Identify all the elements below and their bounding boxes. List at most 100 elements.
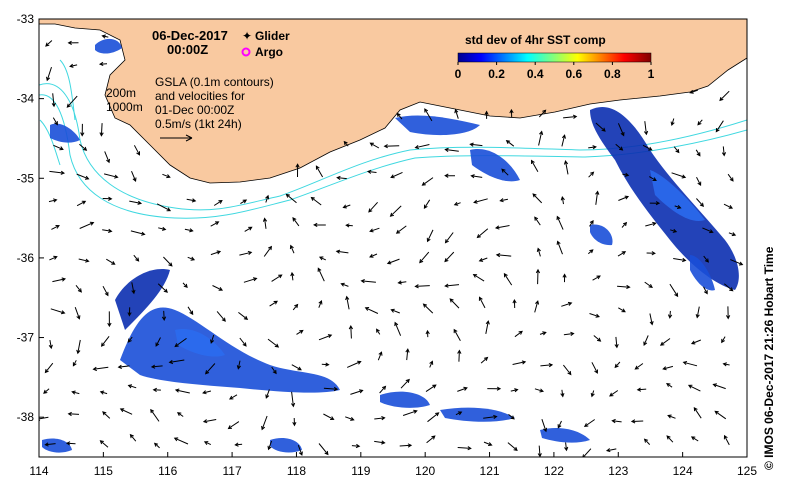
velocity-arrow [187,306,194,316]
velocity-arrow [537,445,542,457]
velocity-arrow [71,390,80,395]
velocity-arrow [374,440,386,445]
velocity-arrow [51,93,56,108]
velocity-arrow [670,118,675,126]
velocity-arrow [563,114,578,119]
velocity-arrow [102,196,113,201]
velocity-arrow [512,298,517,309]
velocity-arrow [186,198,197,203]
velocity-arrow [534,388,545,393]
velocity-arrow [563,160,569,175]
velocity-arrow [66,95,78,108]
velocity-arrow [449,298,460,309]
velocity-arrow [100,335,110,347]
x-tick-label: 115 [94,464,113,478]
velocity-arrow [645,221,657,227]
glider-marker-icon: ✦ [242,29,252,43]
contour-label-1000m: 1000m [106,100,143,114]
colorbar-tick-label: 0.2 [488,67,505,81]
velocity-arrow [323,386,339,392]
velocity-arrow [44,362,54,374]
velocity-arrow [505,139,515,147]
velocity-arrow [595,190,600,205]
velocity-arrow [561,301,573,307]
velocity-arrow [687,384,701,392]
gsla-line-2: and velocities for [155,89,245,103]
velocity-arrow [152,387,161,393]
velocity-arrow [261,415,268,431]
velocity-arrow [184,228,194,233]
velocity-arrow [429,360,434,368]
velocity-arrow [712,383,726,390]
velocity-arrow [564,442,569,452]
velocity-arrow [423,199,431,209]
velocity-arrow [236,360,241,370]
velocity-arrow [318,256,327,261]
colorbar-title: std dev of 4hr SST comp [465,33,606,47]
velocity-arrow [187,256,196,261]
velocity-arrow [487,386,502,391]
x-tick-label: 114 [29,464,48,478]
velocity-arrow [473,198,488,204]
velocity-arrow [414,144,430,150]
velocity-arrow [695,306,700,319]
velocity-arrow [52,277,67,283]
velocity-arrow [400,378,410,389]
y-tick-label: -38 [17,410,35,424]
colorbar-tick-label: 0.4 [527,67,544,81]
velocity-arrow [396,112,403,120]
velocity-arrow [263,245,272,257]
x-tick-label: 121 [480,464,500,478]
velocity-arrow [267,338,280,348]
velocity-arrow [386,258,400,265]
velocity-arrow [453,328,461,341]
velocity-arrow [593,335,602,342]
velocity-arrow [649,313,654,326]
velocity-arrow [75,284,82,293]
velocity-arrow [495,252,512,258]
velocity-arrow [535,268,541,285]
velocity-arrow [671,172,687,179]
velocity-arrow [592,275,601,281]
velocity-arrow [216,311,226,322]
velocity-arrow [453,201,461,206]
velocity-arrow [605,448,617,453]
velocity-arrow [507,442,518,451]
velocity-arrow [376,328,381,335]
x-tick-label: 119 [351,464,370,478]
velocity-arrow [243,277,258,283]
velocity-arrow [614,336,619,349]
velocity-arrow [345,416,355,421]
velocity-arrow [667,310,673,319]
velocity-arrow [730,259,744,266]
velocity-arrow [589,220,594,227]
velocity-arrow [662,365,674,371]
velocity-arrow [532,193,543,204]
velocity-arrow [484,110,489,119]
velocity-arrow [667,414,676,419]
velocity-arrow [210,250,222,256]
velocity-arrow [538,109,547,118]
velocity-arrow [92,366,109,372]
y-tick-label: -36 [17,251,35,265]
velocity-arrow [457,349,462,362]
velocity-arrow [131,282,136,295]
velocity-arrow [368,201,378,213]
velocity-arrow [296,329,304,335]
velocity-arrow [719,90,730,102]
velocity-arrow [239,250,253,256]
velocity-arrow [292,417,297,427]
velocity-arrow [106,258,116,265]
velocity-arrow [402,409,418,416]
velocity-arrow [561,134,566,147]
velocity-arrow [366,169,377,174]
velocity-arrow [609,390,619,397]
velocity-arrow [457,446,472,451]
velocity-arrow [723,434,730,446]
velocity-arrow [342,204,351,209]
velocity-arrow [133,145,140,156]
velocity-arrow [76,173,90,180]
velocity-arrow [155,337,161,347]
velocity-arrow [67,40,79,45]
